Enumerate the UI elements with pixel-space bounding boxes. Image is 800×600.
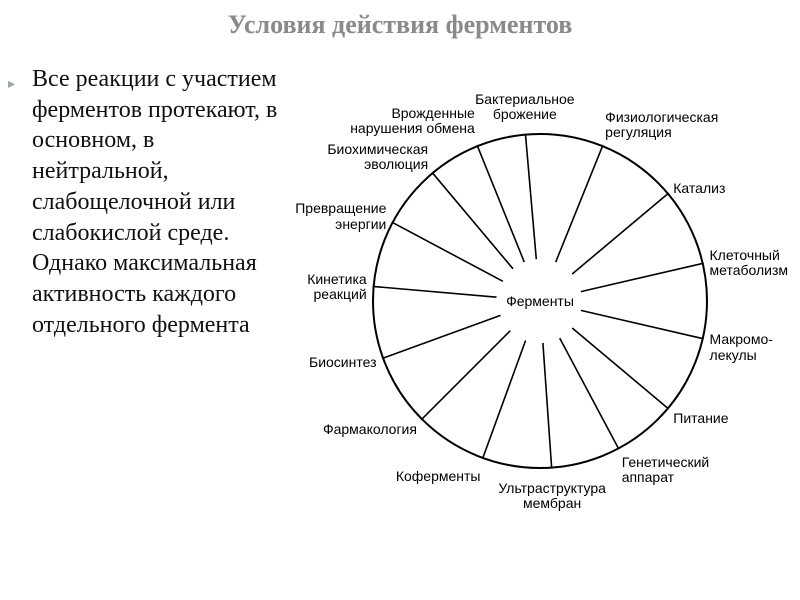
enzyme-diagram: Бактериальное брожение Физиологическая ре… (280, 46, 800, 586)
spoke-line (392, 222, 503, 281)
content-row: ▸ Все реакции с участием ферментов проте… (0, 46, 800, 586)
spoke-label: Кинетика реакций (307, 272, 366, 303)
spoke-line (483, 341, 526, 459)
paragraph: Все реакции с участием ферментов протека… (32, 64, 280, 340)
page-title: Условия действия ферментов (0, 0, 800, 46)
spoke-label: Макромо- лекулы (710, 332, 773, 363)
spoke-label: Ультраструктура мембран (498, 481, 606, 512)
spoke-line (581, 310, 704, 338)
spoke-line (556, 145, 603, 262)
spoke-line (572, 328, 669, 409)
spoke-line (572, 193, 669, 274)
spoke-line (525, 134, 536, 260)
spoke-label: Биосинтез (309, 355, 377, 370)
center-label: Ферменты (496, 290, 584, 312)
spoke-label: Превращение энергии (295, 201, 386, 232)
spoke-label: Клеточный метаболизм (710, 248, 789, 279)
spoke-label: Генетический аппарат (622, 455, 710, 486)
spoke-line (581, 263, 704, 291)
spoke-line (421, 331, 510, 420)
spoke-line (382, 315, 500, 358)
spoke-line (373, 286, 499, 297)
spoke-label: Питание (673, 411, 728, 426)
spoke-label: Биохимическая эволюция (327, 142, 428, 173)
spoke-label: Фармакология (323, 422, 417, 437)
spoke-label: Физиологическая регуляция (605, 110, 718, 141)
text-column: ▸ Все реакции с участием ферментов проте… (0, 46, 280, 586)
bullet-icon: ▸ (8, 76, 15, 93)
spoke-label: Коферменты (396, 469, 481, 484)
spoke-line (560, 338, 619, 449)
diagram-column: Бактериальное брожение Физиологическая ре… (280, 46, 800, 586)
spoke-line (543, 343, 552, 469)
spoke-label: Врожденные нарушения обмена (350, 106, 475, 137)
spoke-line (477, 145, 524, 262)
spoke-label: Бактериальное брожение (475, 92, 574, 123)
spoke-label: Катализ (673, 181, 725, 196)
spoke-line (432, 172, 513, 268)
